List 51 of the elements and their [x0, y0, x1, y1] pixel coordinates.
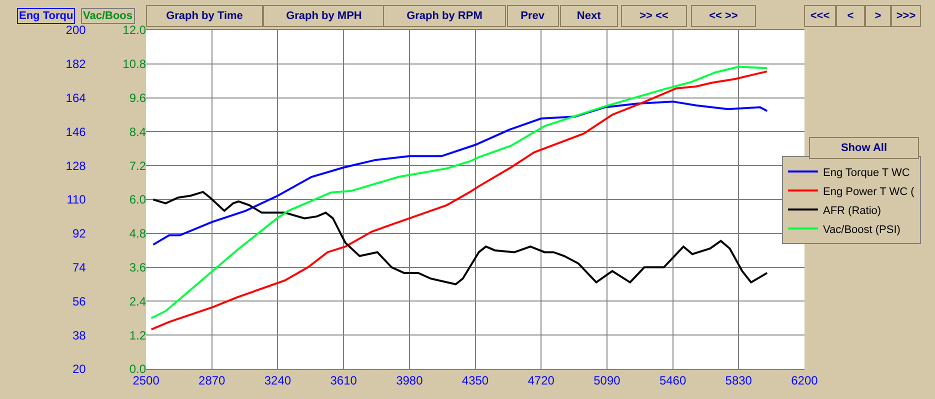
line-series [152, 100, 768, 246]
y-tick-label: 128 [66, 158, 86, 173]
text: Graph by Time [166, 10, 243, 22]
y-tick-label: 38 [72, 328, 86, 342]
y-axis-title: Eng Torqu [19, 10, 74, 22]
y2-tick-label: 6.0 [129, 192, 146, 207]
legend-label: Eng Power T WC ( [823, 186, 915, 198]
y-tick-label: 110 [66, 192, 86, 207]
y-tick-label: 74 [72, 260, 86, 274]
x-tick-label: 5090 [594, 373, 621, 388]
y2-tick-label: 9.6 [129, 91, 146, 105]
legend-label: Vac/Boost (PSI) [823, 224, 900, 236]
x-tick-label: 6200 [791, 373, 818, 388]
y-tick-label: 182 [66, 57, 86, 72]
text: < [847, 10, 854, 22]
text: >> << [640, 10, 668, 22]
text: << >> [709, 10, 738, 22]
y2-tick-label: 8.4 [129, 124, 146, 139]
y-tick-label: 146 [66, 124, 86, 139]
x-tick-label: 3240 [264, 373, 292, 388]
y-tick-label: 20 [72, 362, 86, 376]
text: Graph by RPM [406, 10, 482, 22]
text: Show All [840, 142, 888, 154]
y2-tick-label: 10.8 [122, 57, 146, 72]
text: <<< [810, 10, 830, 22]
y2-tick-label: 3.6 [129, 260, 146, 274]
y-tick-label: 92 [72, 226, 86, 241]
x-tick-label: 5830 [725, 373, 752, 388]
y2-tick-label: 12.0 [122, 23, 146, 38]
text: > [874, 10, 882, 22]
x-tick-label: 4350 [462, 373, 489, 388]
x-tick-label: 3980 [396, 373, 424, 388]
text: Graph by MPH [286, 10, 362, 22]
x-tick-label: 5460 [659, 373, 686, 388]
y-tick-label: 200 [66, 23, 86, 38]
y2-tick-label: 4.8 [129, 226, 146, 241]
y-tick-label: 164 [66, 91, 86, 105]
x-tick-label: 3610 [330, 373, 358, 388]
text: >>> [896, 10, 916, 22]
line-series [152, 190, 768, 286]
x-tick-label: 4720 [528, 373, 555, 388]
text: Prev [520, 10, 546, 22]
y2-tick-label: 7.2 [129, 158, 146, 173]
x-tick-label: 2870 [198, 373, 226, 388]
text: Next [576, 10, 602, 22]
y-tick-label: 56 [72, 294, 86, 308]
y2-axis-title: Vac/Boos [83, 10, 133, 22]
legend-label: Eng Torque T WC [823, 166, 910, 179]
y2-tick-label: 1.2 [129, 328, 146, 342]
y2-tick-label: 2.4 [129, 294, 146, 308]
legend-label: AFR (Ratio) [823, 204, 882, 217]
